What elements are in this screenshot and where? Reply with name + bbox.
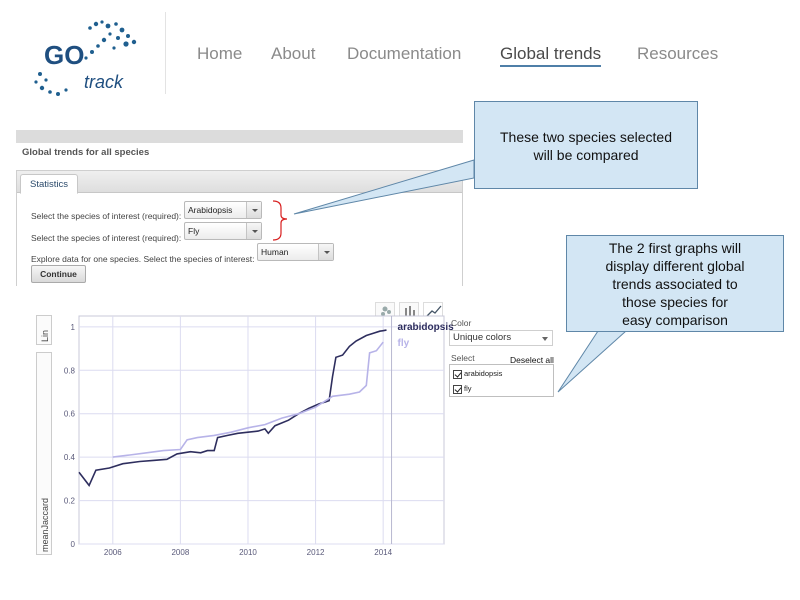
x-tick-label: 2012: [307, 548, 325, 557]
series-select-list: arabidopsis fly: [449, 364, 554, 397]
callout-compare-species: These two species selected will be compa…: [474, 101, 698, 189]
continue-button[interactable]: Continue: [31, 265, 86, 283]
series-item-arabidopsis[interactable]: arabidopsis: [453, 367, 502, 380]
series-fly-label: fly: [464, 384, 472, 393]
species1-select[interactable]: Arabidopsis: [184, 201, 262, 219]
select-label: Select: [451, 353, 475, 363]
y-tick-label: 0: [71, 540, 76, 549]
series-label-arabidopsis: arabidopsis: [398, 322, 455, 333]
chevron-down-icon: [246, 223, 261, 239]
species2-label: Select the species of interest (required…: [31, 233, 182, 243]
y-tick-label: 0.6: [64, 410, 76, 419]
explore-species-value: Human: [261, 247, 289, 257]
explore-species-select[interactable]: Human: [257, 243, 334, 261]
series-line-arabidopsis: [78, 329, 387, 487]
species1-value: Arabidopsis: [188, 205, 233, 215]
species1-label: Select the species of interest (required…: [31, 211, 182, 221]
series-line-fly: [112, 341, 384, 458]
explore-label: Explore data for one species. Select the…: [31, 254, 255, 264]
checkbox-checked-icon[interactable]: [453, 384, 462, 394]
nav-documentation[interactable]: Documentation: [347, 44, 462, 63]
series-arabidopsis-label: arabidopsis: [464, 369, 503, 378]
x-tick-label: 2006: [104, 548, 122, 557]
callout-graphs-text: The 2 first graphs will display differen…: [605, 240, 745, 328]
y-tick-label: 0.2: [64, 497, 76, 506]
scale-selector[interactable]: Lin: [36, 315, 52, 345]
species2-value: Fly: [188, 226, 200, 236]
color-select[interactable]: Unique colors: [449, 330, 553, 346]
series-label-fly: fly: [398, 338, 410, 349]
go-track-logo[interactable]: GO track: [30, 14, 140, 98]
nav-about[interactable]: About: [271, 44, 316, 63]
logo-go-text: GO: [44, 40, 84, 70]
chevron-down-icon: [246, 202, 261, 218]
y-tick-label: 0.8: [64, 366, 76, 375]
checkbox-checked-icon[interactable]: [453, 369, 462, 379]
x-tick-label: 2014: [374, 548, 392, 557]
nav-global-trends[interactable]: Global trends: [500, 44, 602, 67]
y-tick-label: 1: [71, 323, 76, 332]
x-tick-label: 2010: [239, 548, 257, 557]
tab-statistics[interactable]: Statistics: [20, 174, 78, 194]
header-divider: [165, 12, 166, 94]
callout-compare-text: These two species selected will be compa…: [500, 129, 672, 163]
species2-select[interactable]: Fly: [184, 222, 262, 240]
callout-graphs-info: The 2 first graphs will display differen…: [566, 235, 784, 332]
color-label: Color: [451, 318, 472, 328]
deselect-all-link[interactable]: Deselect all: [510, 355, 554, 365]
panel-title: Global trends for all species: [22, 147, 150, 158]
x-tick-label: 2008: [171, 548, 189, 557]
logo-track-text: track: [84, 72, 124, 92]
nav-home[interactable]: Home: [197, 44, 243, 63]
y-tick-label: 0.4: [64, 453, 76, 462]
color-select-value: Unique colors: [453, 332, 512, 343]
panel-top-bar: [16, 130, 463, 143]
series-item-fly[interactable]: fly: [453, 382, 472, 395]
chevron-down-icon: [318, 244, 333, 260]
y-metric-selector[interactable]: meanJaccard: [36, 352, 52, 555]
bubble-chart-icon[interactable]: [375, 302, 395, 318]
nav-resources[interactable]: Resources: [637, 44, 719, 63]
